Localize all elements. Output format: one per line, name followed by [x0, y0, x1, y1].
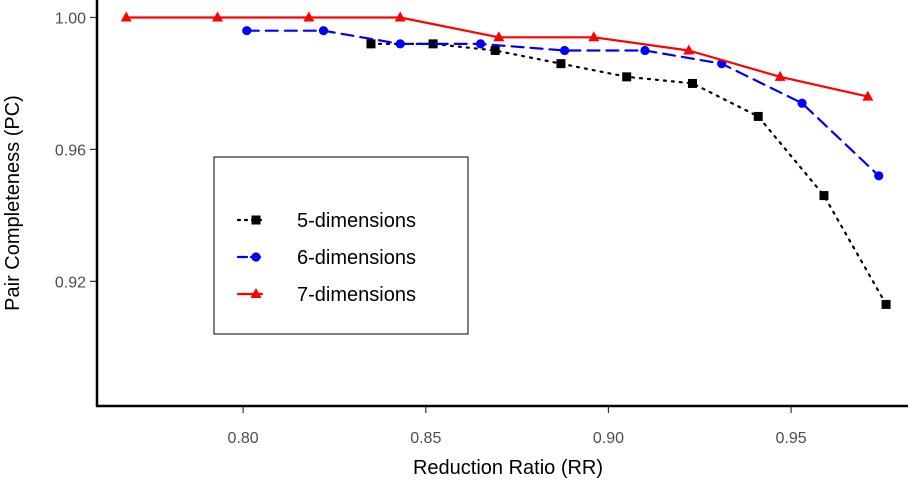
data-point-7-dimensions — [683, 44, 695, 55]
series-5-dimensions — [366, 39, 891, 309]
legend-label: 7-dimensions — [297, 284, 416, 306]
y-tick-label: 0.92 — [55, 274, 86, 291]
x-axis-ticks: 0.80 0.85 0.90 0.95 — [228, 407, 807, 447]
data-point-6-dimensions — [874, 171, 884, 181]
legend-label: 5-dimensions — [297, 210, 416, 232]
legend-swatch-marker — [251, 215, 261, 225]
data-point-7-dimensions — [394, 11, 406, 22]
legend-swatch-marker — [251, 252, 261, 262]
data-point-7-dimensions — [862, 90, 874, 101]
data-point-5-dimensions — [622, 72, 632, 82]
x-axis-title: Reduction Ratio (RR) — [413, 457, 603, 479]
data-point-5-dimensions — [881, 299, 891, 309]
data-point-7-dimensions — [774, 70, 786, 81]
x-tick-label: 0.95 — [776, 430, 807, 447]
x-tick-label: 0.90 — [593, 430, 624, 447]
data-point-5-dimensions — [687, 78, 697, 88]
legend: 5-dimensions 6-dimensions 7-dimensions — [213, 156, 469, 335]
y-axis-title: Pair Completeness (PC) — [2, 95, 24, 311]
data-point-6-dimensions — [560, 45, 570, 56]
data-point-5-dimensions — [753, 111, 763, 121]
series-line-6-dimensions — [245, 29, 880, 177]
data-point-7-dimensions — [212, 11, 224, 22]
data-point-5-dimensions — [556, 59, 566, 69]
legend-item-6-dimensions: 6-dimensions — [236, 247, 416, 269]
data-point-7-dimensions — [120, 11, 132, 22]
x-tick-label: 0.85 — [410, 430, 441, 447]
legend-items: 5-dimensions 6-dimensions 7-dimensions — [236, 210, 416, 306]
y-tick-label: 1.00 — [55, 10, 86, 27]
y-axis-ticks: 0.92 0.96 1.00 — [55, 10, 96, 291]
data-point-6-dimensions — [475, 39, 486, 49]
data-point-5-dimensions — [819, 191, 829, 201]
data-point-7-dimensions — [588, 31, 600, 42]
legend-swatch-marker — [250, 288, 262, 298]
x-tick-label: 0.80 — [228, 430, 259, 447]
data-point-5-dimensions — [366, 39, 376, 49]
data-point-6-dimensions — [318, 26, 329, 36]
data-point-5-dimensions — [490, 45, 500, 55]
series-7-dimensions — [120, 11, 874, 101]
legend-item-5-dimensions: 5-dimensions — [236, 210, 416, 232]
data-point-6-dimensions — [640, 45, 650, 56]
data-point-7-dimensions — [303, 11, 315, 22]
legend-box — [213, 156, 469, 335]
data-point-6-dimensions — [797, 98, 807, 108]
y-tick-label: 0.96 — [55, 142, 86, 159]
legend-item-7-dimensions: 7-dimensions — [236, 284, 416, 306]
data-point-6-dimensions — [242, 26, 252, 36]
data-point-5-dimensions — [428, 39, 438, 49]
data-point-7-dimensions — [493, 31, 505, 42]
legend-label: 6-dimensions — [297, 247, 416, 269]
series-6-dimensions — [242, 26, 884, 181]
series-layer — [120, 11, 891, 309]
data-point-6-dimensions — [395, 39, 405, 49]
